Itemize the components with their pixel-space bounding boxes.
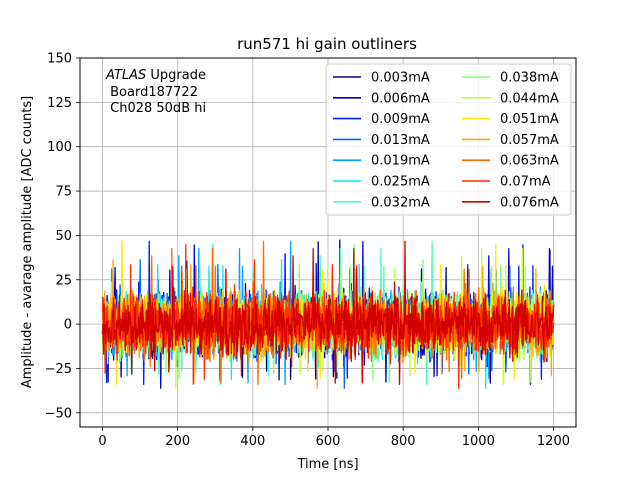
x-axis-label: Time [ns] — [296, 457, 358, 472]
legend-label: 0.006mA — [371, 91, 430, 106]
y-tick-label: 25 — [55, 273, 72, 288]
ticks: 0 200 400 600 800 1000 1200 −50 −25 0 25 50 75 100 125… — [45, 52, 570, 450]
annotation-line1: ATLAS Upgrade — [105, 68, 206, 83]
x-tick-label: 200 — [165, 434, 190, 449]
y-tick-label: −25 — [45, 362, 72, 377]
y-axis-label: Amplitude - avarage amplitude [ADC count… — [20, 96, 35, 388]
y-tick-label: 125 — [47, 96, 72, 111]
legend-label: 0.038mA — [500, 71, 559, 86]
y-tick-label: −50 — [45, 406, 72, 421]
series-group — [101, 239, 555, 390]
annotation: ATLAS Upgrade Board187722 Ch028 50dB hi — [105, 68, 206, 116]
x-tick-label: 1000 — [462, 434, 495, 449]
x-tick-label: 600 — [316, 434, 341, 449]
legend-label: 0.076mA — [500, 195, 559, 210]
annotation-atlas: ATLAS — [105, 68, 146, 83]
annotation-line3: Ch028 50dB hi — [106, 101, 206, 116]
legend-frame — [325, 63, 572, 216]
legend-label: 0.07mA — [500, 175, 551, 190]
y-tick-label: 150 — [47, 52, 72, 67]
x-tick-label: 1200 — [537, 434, 570, 449]
legend-label: 0.003mA — [371, 71, 430, 86]
chart-title: run571 hi gain outliners — [237, 35, 417, 53]
x-tick-label: 800 — [391, 434, 416, 449]
legend-label: 0.057mA — [500, 133, 559, 148]
legend-label: 0.044mA — [500, 91, 559, 106]
legend-label: 0.032mA — [371, 195, 430, 210]
legend-label: 0.063mA — [500, 154, 559, 169]
series-line — [101, 240, 555, 386]
legend-label: 0.009mA — [371, 112, 430, 127]
annotation-line2: Board187722 — [106, 85, 198, 100]
y-tick-label: 100 — [47, 140, 72, 155]
legend: 0.003mA 0.006mA 0.009mA 0.013mA 0.019mA 0.025… — [325, 63, 572, 216]
x-tick-label: 400 — [240, 434, 265, 449]
annotation-upgrade: Upgrade — [146, 68, 206, 83]
y-tick-label: 0 — [64, 318, 72, 333]
y-tick-label: 50 — [55, 229, 72, 244]
legend-label: 0.013mA — [371, 133, 430, 148]
legend-label: 0.025mA — [371, 175, 430, 190]
legend-label: 0.019mA — [371, 154, 430, 169]
legend-label: 0.051mA — [500, 112, 559, 127]
y-tick-label: 75 — [55, 185, 72, 200]
x-tick-label: 0 — [98, 434, 106, 449]
